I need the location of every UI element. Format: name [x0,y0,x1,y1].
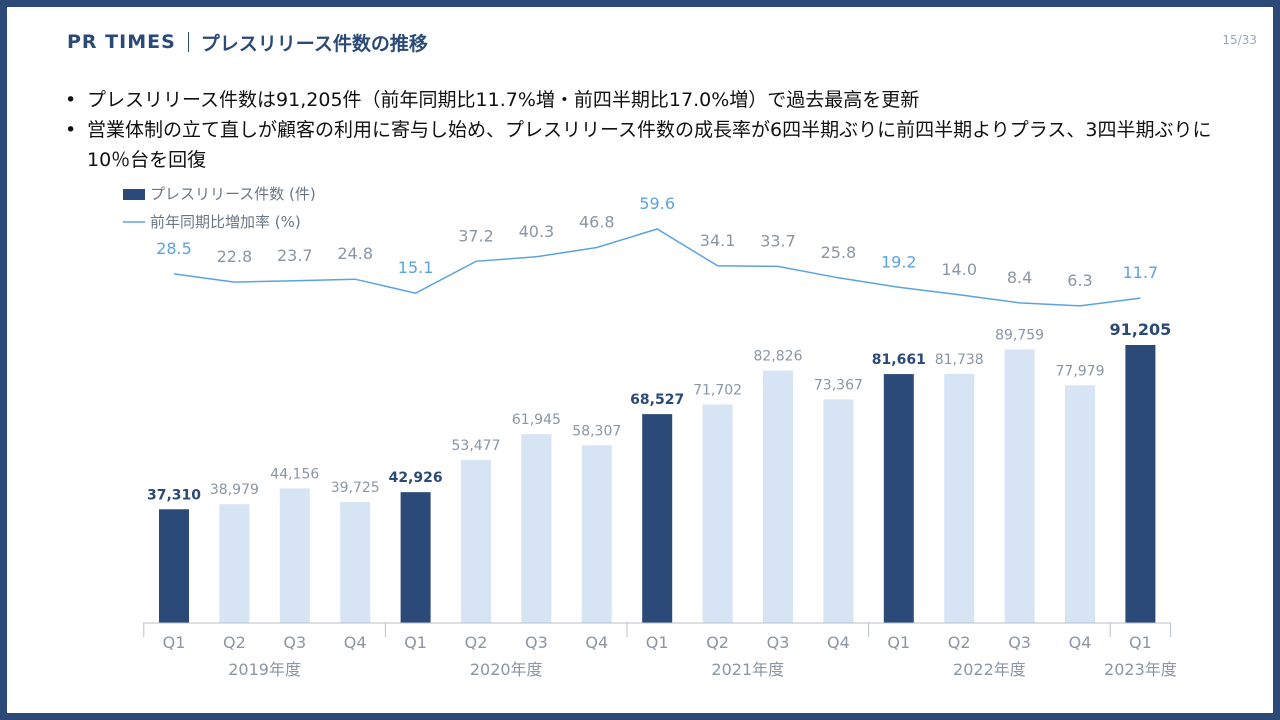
bullet-item: • プレスリリース件数は91,205件（前年同期比11.7%増・前四半期比17.… [65,85,1235,115]
growth-rate-label: 11.7 [1123,263,1159,282]
growth-rate-label: 22.8 [217,247,253,266]
bar [702,404,733,623]
x-tick-label: Q1 [1129,633,1152,652]
legend-line-label: 前年同期比増加率 (%) [150,213,301,231]
growth-line-series: 28.5 22.8 23.7 24.8 15.1 37.2 40.3 46.8 59.6 34.1… [156,194,1159,307]
growth-rate-label: 23.7 [277,246,313,265]
growth-rate-label: 34.1 [700,231,736,250]
growth-rate-label: 14.0 [941,260,977,279]
bar-value-label: 44,156 [270,466,319,482]
bar [763,370,793,623]
growth-rate-label: 19.2 [881,252,917,271]
bar-value-label: 42,926 [389,470,443,486]
x-tick-label: Q4 [344,633,367,652]
growth-rate-label: 15.1 [398,258,434,277]
bar [581,445,612,623]
x-tick-label: Q3 [767,633,790,652]
legend-bar-swatch [123,189,145,200]
bullet-list: • プレスリリース件数は91,205件（前年同期比11.7%増・前四半期比17.… [65,85,1235,175]
x-tick-label: Q2 [948,633,971,652]
growth-rate-label: 24.8 [337,244,373,263]
legend: プレスリリース件数 (件) 前年同期比増加率 (%) [123,185,316,231]
growth-rate-label: 25.8 [821,243,857,262]
bar [461,459,491,623]
bar-value-label: 71,702 [693,382,742,398]
bar [400,492,431,623]
bar-series [159,345,1156,623]
x-tick-label: Q1 [646,633,669,652]
bar-value-label: 89,759 [995,327,1044,343]
bar [1065,385,1095,623]
bar-value-label: 81,738 [935,352,984,368]
x-axis: Q1 Q2 Q3 Q4 Q1 Q2 Q3 Q4 Q1 Q2 Q3 Q4 Q1 Q2 Q3 Q4 Q1 2019年度… [143,622,1177,679]
growth-rate-label: 46.8 [579,212,615,231]
x-tick-label: Q4 [585,633,608,652]
page-number: 15/33 [1222,33,1257,47]
x-group-label: 2019年度 [228,660,301,679]
bar-value-label: 81,661 [872,352,926,368]
growth-rate-label: 6.3 [1067,271,1092,290]
x-tick-label: Q1 [163,633,186,652]
x-group-label: 2020年度 [470,660,543,679]
bar-value-label: 68,527 [630,392,684,408]
slide-header: PR TIMES プレスリリース件数の推移 [67,29,428,55]
bar [340,501,371,623]
x-tick-label: Q1 [887,633,910,652]
x-tick-label: Q1 [404,633,427,652]
brand-name: PR TIMES [67,31,176,53]
x-tick-label: Q3 [1008,633,1031,652]
x-tick-label: Q4 [827,633,850,652]
bullet-dot: • [65,119,77,141]
growth-rate-label: 28.5 [156,239,192,258]
x-group-label: 2021年度 [711,660,784,679]
growth-rate-label: 59.6 [639,194,675,213]
x-group-label: 2022年度 [953,660,1026,679]
growth-rate-label: 40.3 [519,222,555,241]
x-tick-label: Q2 [223,633,246,652]
bar [883,374,914,623]
bar [1004,349,1035,623]
bar-value-label: 58,307 [572,423,621,439]
growth-rate-label: 37.2 [458,226,494,245]
slide-title: プレスリリース件数の推移 [200,32,428,55]
bar-value-label: 39,725 [331,480,380,496]
x-tick-label: Q3 [525,633,548,652]
bar-value-label: 91,205 [1110,320,1172,339]
growth-rate-label: 8.4 [1007,268,1032,287]
bar [279,488,310,623]
legend-bar-label: プレスリリース件数 (件) [150,185,316,203]
header-divider [187,32,189,52]
bar-labels: 37,310 38,979 44,156 39,725 42,926 53,477 61,9… [147,320,1171,503]
bullet-dot: • [65,89,77,111]
x-tick-label: Q2 [706,633,729,652]
bar [642,414,673,623]
growth-rate-label: 33.7 [760,231,796,250]
bullet-text: 営業体制の立て直しが顧客の利用に寄与し始め、プレスリリース件数の成長率が6四半期… [87,119,1212,171]
bar-value-label: 82,826 [754,349,803,365]
bar-value-label: 37,310 [147,487,201,503]
x-tick-label: Q4 [1069,633,1092,652]
bar [219,504,250,623]
bar [159,509,189,623]
bar-value-label: 73,367 [814,377,863,393]
x-group-label: 2023年度 [1104,660,1177,679]
growth-line [173,228,1141,307]
bar-value-label: 77,979 [1056,363,1105,379]
x-tick-label: Q2 [465,633,488,652]
bar-value-label: 61,945 [512,412,561,428]
x-tick-label: Q3 [283,633,306,652]
bar-value-label: 53,477 [452,438,501,454]
bar [823,399,854,623]
bar [521,434,552,623]
press-release-chart: プレスリリース件数 (件) 前年同期比増加率 (%) 37,310 38,979 4… [123,185,1177,679]
bar-value-label: 38,979 [210,482,259,498]
bar [1125,345,1156,623]
bullet-text: プレスリリース件数は91,205件（前年同期比11.7%増・前四半期比17.0%… [87,89,920,111]
bar [944,373,975,623]
bullet-item: • 営業体制の立て直しが顧客の利用に寄与し始め、プレスリリース件数の成長率が6四… [65,115,1235,175]
